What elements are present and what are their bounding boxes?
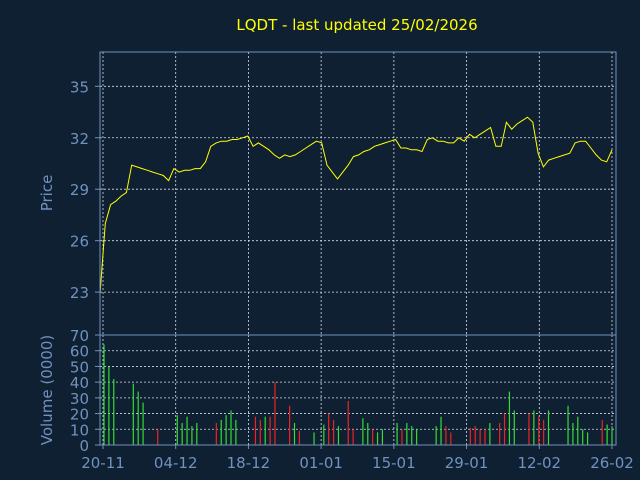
date-tick-label: 04-12 [154, 454, 198, 472]
price-tick-label: 32 [70, 130, 89, 148]
volume-tick-label: 60 [70, 343, 89, 361]
volume-tick-label: 70 [70, 327, 89, 345]
price-line [99, 116, 613, 294]
volume-tick-label: 0 [79, 437, 89, 455]
price-axis-label: Price [38, 175, 56, 212]
volume-axis-label: Volume (0000) [38, 335, 56, 445]
date-tick-label: 15-01 [372, 454, 416, 472]
date-tick-label: 20-11 [81, 454, 125, 472]
volume-panel-frame [99, 334, 617, 446]
volume-tick-label: 40 [70, 374, 89, 392]
volume-tick-label: 30 [70, 390, 89, 408]
price-panel-grid [100, 52, 616, 335]
price-axis-ticks: 23 26 29 32 35 [70, 78, 100, 302]
date-tick-label: 01-01 [299, 454, 343, 472]
volume-tick-label: 10 [70, 421, 89, 439]
date-tick-label: 29-01 [445, 454, 489, 472]
price-tick-label: 23 [70, 284, 89, 302]
volume-tick-label: 20 [70, 406, 89, 424]
date-tick-label: 26-02 [590, 454, 634, 472]
volume-panel-grid [100, 335, 616, 445]
date-tick-label: 18-12 [227, 454, 271, 472]
price-tick-label: 26 [70, 233, 89, 251]
price-tick-label: 35 [70, 78, 89, 96]
volume-bars [103, 344, 613, 445]
date-axis-ticks: 20-11 04-12 18-12 01-01 15-01 29-01 12-02 26-02 [81, 445, 634, 472]
price-tick-label: 29 [70, 181, 89, 199]
date-tick-label: 12-02 [517, 454, 561, 472]
chart-title: LQDT - last updated 25/02/2026 [236, 16, 477, 34]
volume-tick-label: 50 [70, 358, 89, 376]
price-series-line [99, 116, 613, 294]
